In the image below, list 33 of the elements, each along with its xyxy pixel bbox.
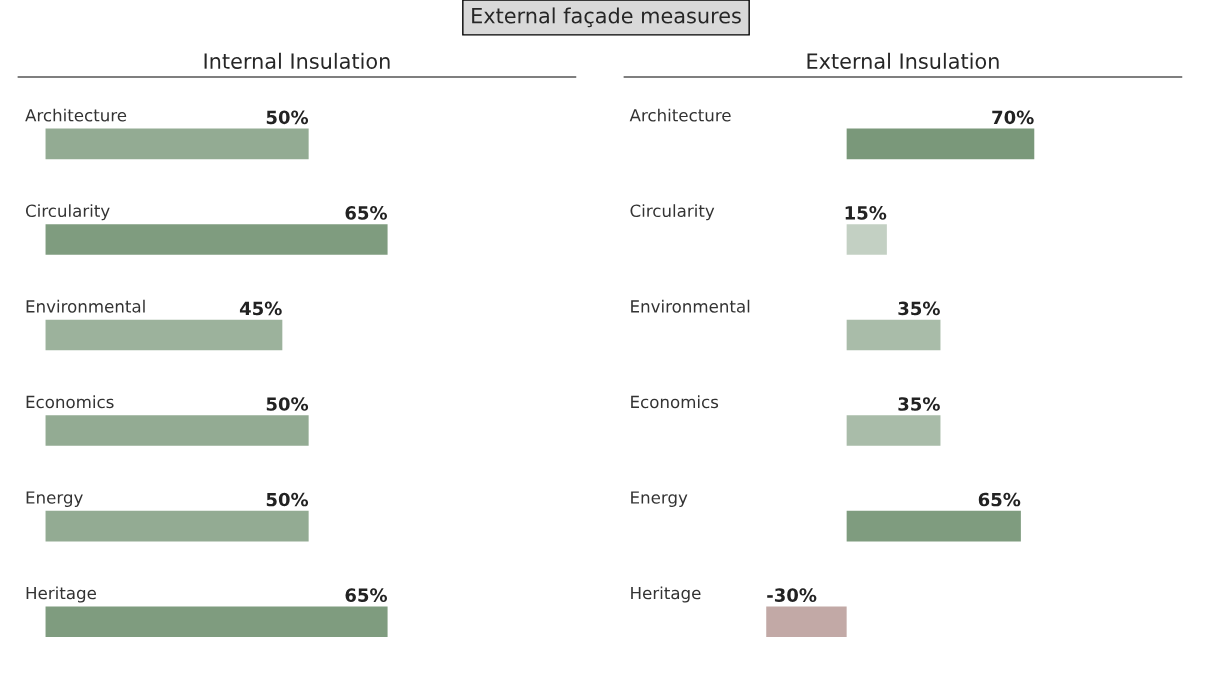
y-tick-label: Energy (631, 491, 688, 507)
y-tick-label: Circularity (630, 204, 715, 221)
data-label: 50% (266, 397, 309, 411)
y-tick-label: Economics (26, 395, 114, 409)
data-label: 50% (266, 492, 309, 507)
y-tick-label: Economics (631, 395, 719, 409)
data-label: 35% (898, 301, 940, 316)
chart-title: Internal Insulation (204, 52, 390, 69)
y-tick-label: Architecture (629, 108, 731, 122)
y-tick-label: Architecture (25, 108, 127, 122)
y-tick-label: Environmental (26, 299, 145, 313)
data-label: 65% (978, 492, 1021, 507)
bar (846, 510, 1021, 542)
data-label: 15% (845, 206, 887, 220)
bar (766, 606, 847, 637)
y-tick-label: Heritage (26, 586, 96, 603)
y-tick-label: Circularity (25, 204, 110, 221)
text: External façade measures (472, 7, 741, 28)
y-tick-label: Environmental (631, 299, 750, 313)
y-tick-label: Heritage (631, 586, 701, 603)
bar (846, 415, 941, 446)
data-label: 70% (992, 110, 1034, 125)
data-label: 65% (345, 206, 387, 220)
data-label: 35% (898, 397, 940, 411)
bar (846, 224, 887, 255)
data-label: 45% (239, 301, 282, 316)
data-label: 65% (345, 588, 387, 602)
bar (846, 128, 1035, 160)
y-tick-label: Energy (26, 491, 83, 507)
data-label: 50% (266, 110, 309, 125)
bar (846, 319, 941, 351)
data-label: -30% (767, 588, 817, 602)
chart-title: External Insulation (807, 52, 999, 69)
